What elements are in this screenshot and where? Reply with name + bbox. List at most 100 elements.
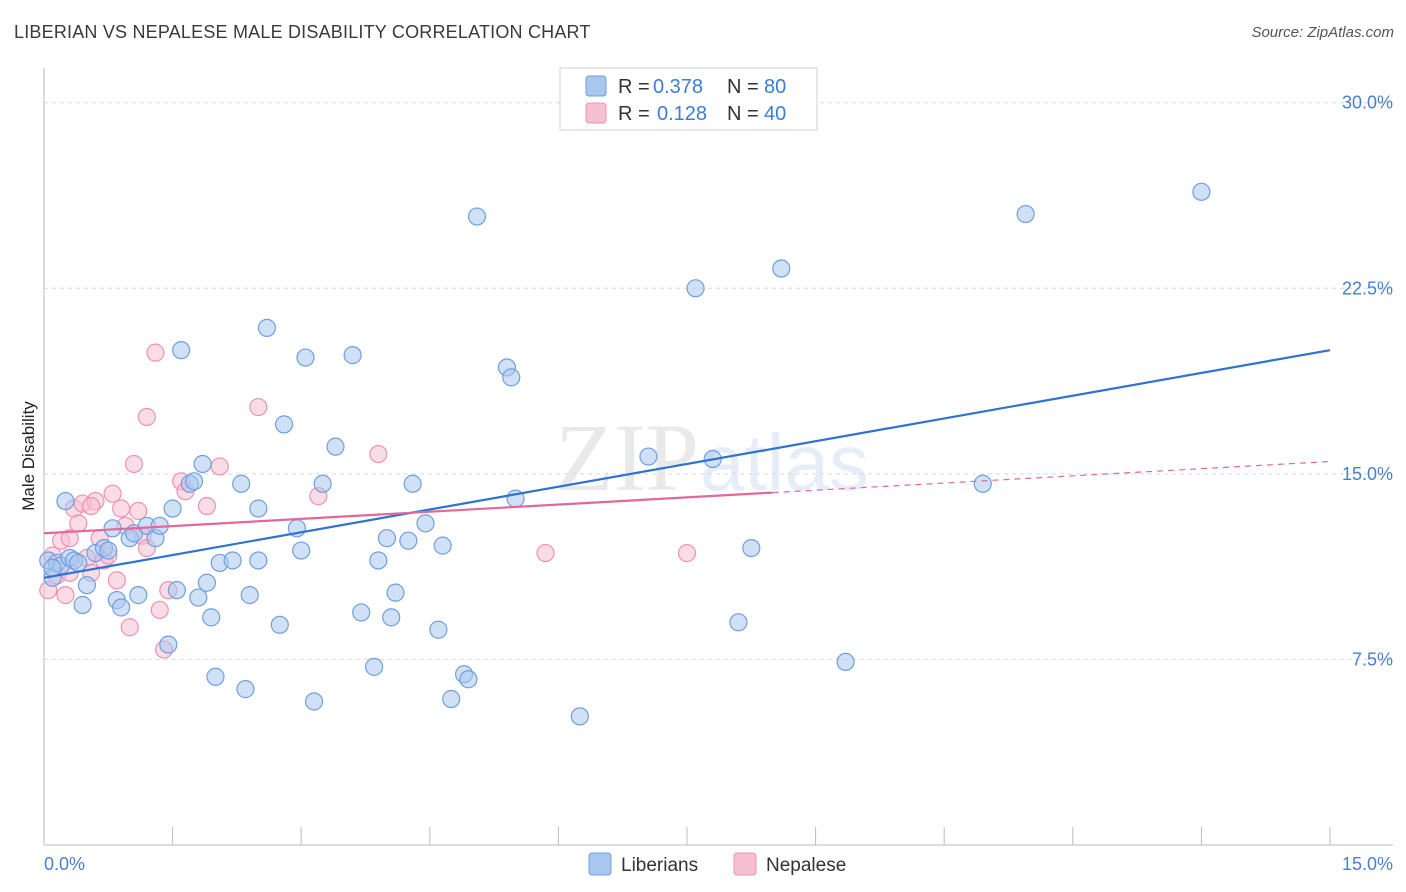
- nepalese-trend-line: [43, 491, 773, 535]
- nepalese-point: [197, 496, 216, 516]
- nepalese-point: [56, 586, 75, 605]
- liberians-point: [686, 279, 705, 298]
- legend-r-label-liberians: R =: [618, 76, 650, 98]
- x-tick-label-max: 15.0%: [1342, 854, 1393, 874]
- liberians-point: [129, 586, 148, 605]
- chart-title: LIBERIAN VS NEPALESE MALE DISABILITY COR…: [14, 22, 591, 42]
- bottom-legend-swatch-liberians: [588, 852, 612, 876]
- nepalese-point: [210, 457, 229, 476]
- liberians-point: [343, 346, 362, 365]
- liberians-point: [99, 541, 118, 560]
- liberians-point: [1016, 204, 1035, 224]
- liberians-point: [193, 454, 212, 474]
- trend-lines: [43, 349, 1331, 579]
- liberians-point: [236, 680, 255, 699]
- liberians-trend-line: [43, 349, 1331, 579]
- liberians-point: [442, 689, 461, 709]
- liberians-point: [189, 588, 208, 607]
- liberians-point: [77, 576, 96, 595]
- liberians-point: [1192, 182, 1211, 201]
- y-tick-label: 7.5%: [1352, 649, 1393, 669]
- liberians-point: [459, 670, 478, 689]
- liberians-point: [184, 472, 204, 491]
- y-tick-label: 22.5%: [1342, 278, 1393, 298]
- liberians-point: [382, 608, 401, 627]
- liberians-point: [56, 491, 75, 511]
- liberians-point: [772, 259, 791, 278]
- liberians-point: [167, 581, 186, 600]
- liberians-point: [292, 541, 311, 560]
- liberians-point: [386, 583, 405, 602]
- liberians-point: [69, 553, 88, 573]
- liberians-point: [467, 207, 487, 226]
- liberians-points: [39, 182, 1211, 726]
- nepalese-point: [107, 571, 126, 590]
- liberians-point: [326, 437, 345, 456]
- liberians-point: [377, 529, 397, 548]
- stats-legend: R = 0.378 N = 80 R = 0.128 N = 40: [559, 67, 818, 131]
- nepalese-point: [677, 543, 697, 563]
- nepalese-point: [369, 444, 388, 464]
- liberians-point: [836, 652, 855, 672]
- legend-r-label-nepalese: R =: [618, 103, 650, 125]
- liberians-point: [172, 341, 191, 360]
- liberians-point: [570, 707, 589, 726]
- liberians-point: [352, 603, 371, 622]
- nepalese-point: [129, 501, 148, 521]
- y-tick-label: 30.0%: [1342, 93, 1393, 113]
- liberians-point: [313, 474, 332, 493]
- legend-n-value-liberians: 80: [764, 76, 786, 98]
- liberians-point: [433, 536, 452, 555]
- liberians-point: [206, 667, 225, 686]
- liberians-point: [112, 598, 131, 617]
- liberians-point: [223, 551, 242, 570]
- liberians-point: [429, 620, 448, 639]
- series-legend: Liberians Nepalese: [588, 852, 846, 876]
- liberians-point: [296, 348, 315, 367]
- source-credit: Source: ZipAtlas.com: [1251, 24, 1394, 41]
- nepalese-point: [120, 618, 139, 637]
- liberians-point: [742, 538, 761, 558]
- nepalese-point: [137, 407, 156, 427]
- nepalese-point: [60, 529, 79, 548]
- liberians-point: [973, 474, 992, 493]
- gridlines: [44, 102, 1393, 660]
- bottom-legend-swatch-nepalese: [733, 852, 757, 876]
- y-axis-label: Male Disability: [19, 401, 38, 511]
- watermark-atlas: atlas: [700, 418, 869, 507]
- legend-swatch-nepalese: [585, 102, 607, 124]
- liberians-point: [416, 514, 435, 533]
- nepalese-point: [150, 600, 169, 620]
- watermark-zip: ZIP: [555, 404, 699, 511]
- nepalese-trend-line-extension: [772, 460, 1331, 494]
- y-tick-label: 15.0%: [1342, 464, 1393, 484]
- liberians-point: [249, 499, 268, 518]
- liberians-point: [502, 368, 521, 387]
- nepalese-point: [112, 499, 131, 518]
- bottom-legend-label-liberians: Liberians: [621, 855, 698, 876]
- liberians-point: [403, 474, 422, 493]
- legend-swatch-liberians: [585, 75, 607, 97]
- legend-n-value-nepalese: 40: [764, 103, 786, 125]
- nepalese-point: [82, 496, 101, 516]
- nepalese-point: [69, 514, 88, 533]
- liberians-point: [73, 595, 92, 615]
- nepalese-point: [103, 484, 122, 503]
- liberians-point: [304, 692, 324, 711]
- nepalese-point: [536, 543, 555, 563]
- liberians-point: [729, 613, 748, 632]
- liberians-point: [639, 447, 658, 466]
- liberians-point: [197, 573, 216, 592]
- legend-n-label-nepalese: N =: [727, 103, 759, 125]
- liberians-point: [43, 558, 62, 577]
- liberians-point: [240, 586, 259, 605]
- liberians-point: [202, 608, 221, 627]
- liberians-point: [270, 615, 289, 634]
- bottom-legend-label-nepalese: Nepalese: [766, 855, 846, 876]
- liberians-point: [274, 415, 294, 434]
- x-tick-label-min: 0.0%: [44, 854, 85, 874]
- liberians-point: [369, 551, 388, 570]
- watermark: ZIP atlas: [555, 404, 869, 511]
- liberians-point: [163, 499, 182, 518]
